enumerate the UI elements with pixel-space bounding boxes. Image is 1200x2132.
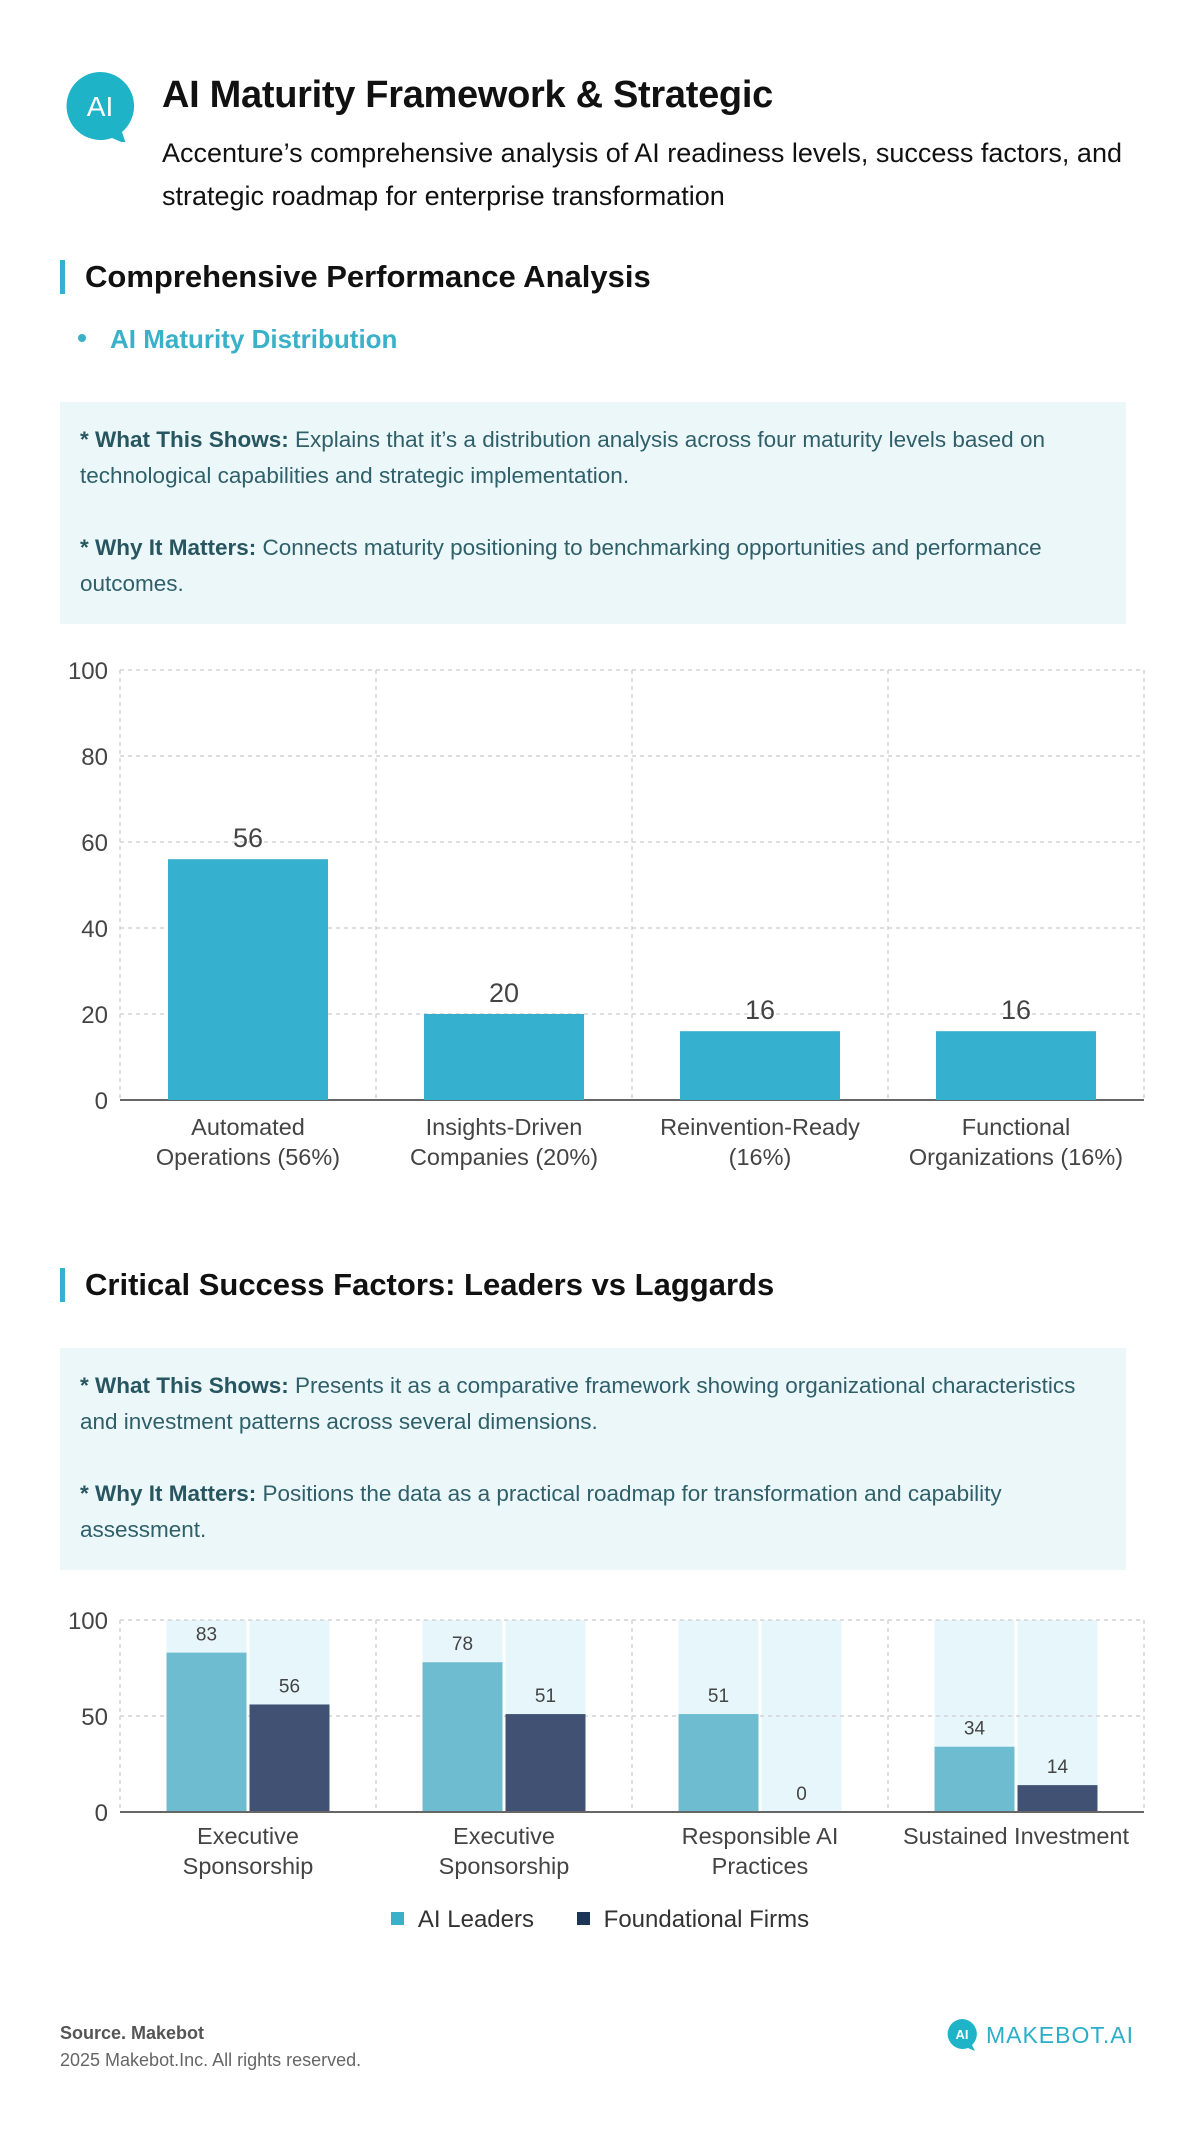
why-text: Positions the data as a practical roadma…	[80, 1481, 1002, 1542]
section-title-success-factors: Critical Success Factors: Leaders vs Lag…	[60, 1268, 774, 1302]
x-tick-label: Insights-Driven	[426, 1114, 583, 1140]
y-tick-label: 20	[81, 1002, 108, 1029]
x-tick-label: (16%)	[729, 1144, 792, 1170]
source-label: Source. Makebot	[60, 2023, 205, 2043]
x-tick-label: Executive	[453, 1823, 555, 1849]
makebot-logo-icon: AI	[947, 2019, 977, 2051]
y-tick-label: 50	[81, 1704, 108, 1731]
legend-swatch	[576, 1912, 590, 1926]
what-this-shows: * What This Shows: Presents it as a comp…	[80, 1368, 1106, 1440]
bar	[936, 1031, 1096, 1100]
x-tick-label: Reinvention-Ready	[660, 1114, 860, 1140]
what-label: * What This Shows:	[80, 1373, 289, 1398]
page-title: AI Maturity Framework & Strategic	[162, 74, 773, 116]
x-tick-label: Operations (56%)	[156, 1144, 340, 1170]
x-tick-label: Executive	[197, 1823, 299, 1849]
footer-brand: AI MAKEBOT.AI	[946, 2018, 1134, 2052]
bar	[249, 1704, 330, 1812]
bar-value-label: 16	[1001, 995, 1031, 1025]
x-tick-label: Sponsorship	[439, 1853, 570, 1879]
x-tick-label: Sponsorship	[183, 1853, 314, 1879]
x-tick-label: Responsible AI	[682, 1823, 839, 1849]
bar-value-label: 78	[452, 1634, 473, 1655]
legend-label: AI Leaders	[417, 1906, 534, 1933]
why-label: * Why It Matters:	[80, 535, 257, 560]
bar	[424, 1014, 584, 1100]
bar-value-label: 20	[489, 978, 519, 1008]
info-box-maturity: * What This Shows: Explains that it’s a …	[60, 402, 1126, 624]
maturity-distribution-chart: 0 20 40 60 80 100 56 Automated Operations (56%) 2…	[68, 658, 1145, 1170]
y-tick-label: 100	[68, 658, 108, 685]
y-tick-label: 40	[81, 916, 108, 943]
what-this-shows: * What This Shows: Explains that it’s a …	[80, 422, 1106, 494]
y-tick-label: 0	[95, 1800, 108, 1827]
bar	[678, 1714, 759, 1812]
bullet-maturity-distribution: AI Maturity Distribution	[78, 324, 397, 355]
copyright: 2025 Makebot.Inc. All rights reserved.	[60, 2050, 362, 2070]
x-tick-label: Automated	[191, 1114, 305, 1140]
x-tick-label: Functional	[962, 1114, 1070, 1140]
bar	[422, 1662, 503, 1812]
brand-badge-text: AI	[955, 2027, 968, 2042]
what-text: Explains that it’s a distribution analys…	[80, 427, 1045, 488]
x-tick-label: Sustained Investment	[903, 1823, 1129, 1849]
bullet-dot	[78, 334, 86, 343]
y-tick-label: 0	[95, 1088, 108, 1115]
bar-value-label: 56	[233, 823, 263, 853]
chart-legend: AI Leaders Foundational Firms	[0, 1906, 1200, 1934]
legend-label: Foundational Firms	[603, 1906, 810, 1933]
bar	[168, 859, 328, 1100]
legend-item-foundational-firms: Foundational Firms	[576, 1906, 810, 1934]
x-tick-label: Practices	[712, 1853, 809, 1879]
page-subtitle: Accenture’s comprehensive analysis of AI…	[162, 138, 1122, 211]
what-text: Presents it as a comparative framework s…	[80, 1373, 1076, 1434]
footer-source: Source. Makebot 2025 Makebot.Inc. All ri…	[60, 2020, 361, 2074]
y-tick-label: 80	[81, 744, 108, 771]
bar-value-label: 34	[964, 1719, 986, 1740]
logo-text: AI	[87, 91, 113, 122]
success-factors-chart: 0 50 100 83 56 Executive Sponsorship 78 51 Execut…	[68, 1608, 1145, 1879]
why-label: * Why It Matters:	[80, 1481, 257, 1506]
why-it-matters: * Why It Matters: Connects maturity posi…	[80, 530, 1106, 602]
brand-name: MAKEBOT.AI	[985, 2021, 1134, 2048]
y-tick-label: 60	[81, 830, 108, 857]
bar-value-label: 51	[708, 1686, 729, 1707]
legend-item-ai-leaders: AI Leaders	[390, 1906, 534, 1934]
bar	[1017, 1785, 1098, 1812]
bullet-label: AI Maturity Distribution	[110, 324, 398, 354]
what-label: * What This Shows:	[80, 427, 289, 452]
x-tick-label: Organizations (16%)	[909, 1144, 1123, 1170]
bar	[934, 1746, 1015, 1812]
bar	[166, 1652, 247, 1812]
bar-value-label: 0	[796, 1784, 807, 1805]
x-tick-label: Companies (20%)	[410, 1144, 598, 1170]
section-title-performance: Comprehensive Performance Analysis	[60, 260, 651, 294]
ai-chat-logo-icon: AI	[66, 71, 135, 142]
info-box-success-factors: * What This Shows: Presents it as a comp…	[60, 1348, 1126, 1570]
bar	[680, 1031, 840, 1100]
why-it-matters: * Why It Matters: Positions the data as …	[80, 1476, 1106, 1548]
legend-swatch	[390, 1912, 404, 1926]
why-text: Connects maturity positioning to benchma…	[80, 535, 1042, 596]
bar-value-label: 16	[745, 995, 775, 1025]
bar-value-label: 56	[279, 1676, 300, 1697]
bar-value-label: 14	[1047, 1757, 1069, 1778]
bar-value-label: 51	[535, 1686, 556, 1707]
y-tick-label: 100	[68, 1608, 108, 1635]
bar-value-label: 83	[196, 1625, 217, 1646]
bar	[505, 1714, 586, 1812]
